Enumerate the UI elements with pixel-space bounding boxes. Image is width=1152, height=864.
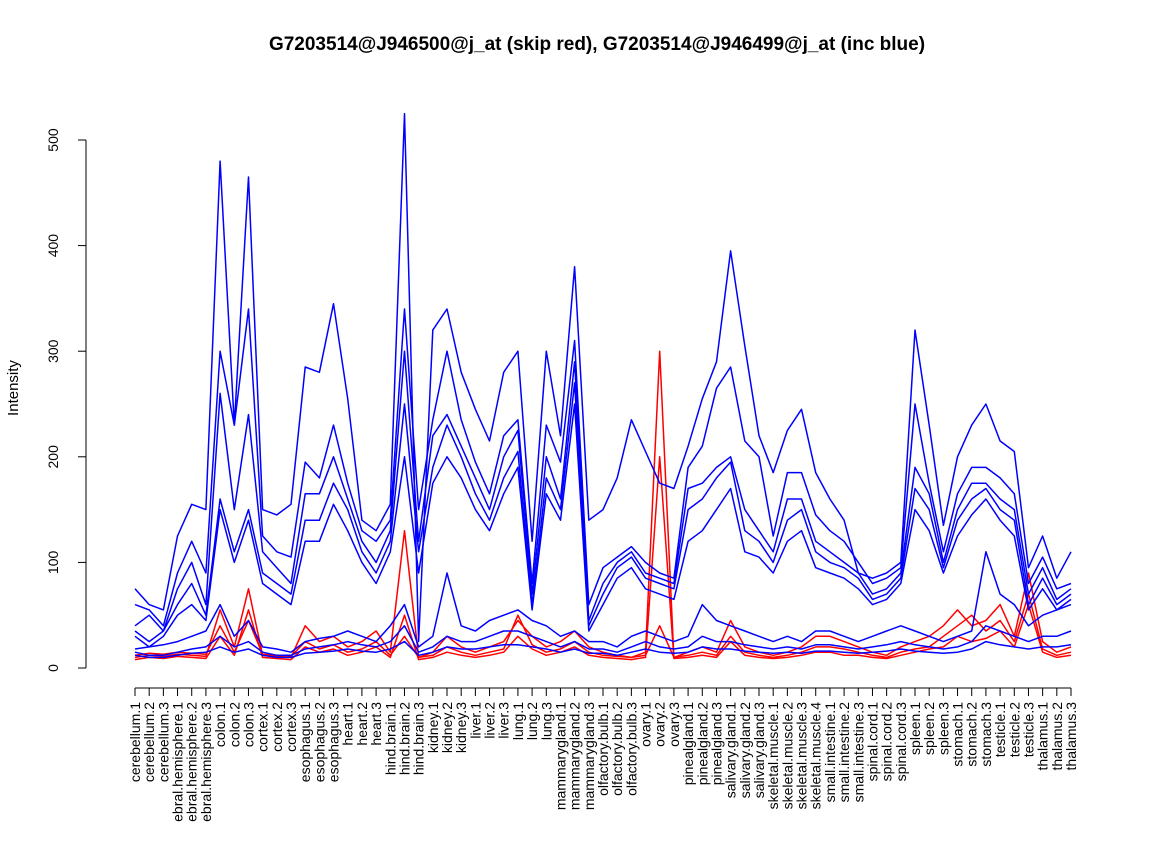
x-tick-label: cortex.3: [283, 702, 299, 752]
x-tick-label: kidney.1: [425, 702, 441, 753]
x-tick-label: esophagus.2: [311, 702, 327, 782]
x-tick-label: thalamus.1: [1035, 702, 1051, 771]
x-tick-label: olfactory.bulb.2: [609, 702, 625, 796]
x-tick-label: spleen.1: [907, 702, 923, 755]
series-line-inc-8: [134, 403, 1072, 648]
x-tick-label: lung.3: [538, 702, 554, 740]
x-tick-label: mammarygland.2: [567, 702, 583, 810]
x-tick-label: skeletal.muscle.4: [808, 702, 824, 810]
x-tick-label: heart.1: [340, 702, 356, 746]
axes: [78, 139, 1072, 696]
x-tick-label: hind.brain.1: [382, 702, 398, 775]
tick-labels: 0 100 200 300 400 500 cerebellum.1cerebellum.2…: [45, 128, 1079, 822]
x-tick-label: esophagus.1: [297, 702, 313, 782]
chart-title: G7203514@J946500@j_at (skip red), G72035…: [269, 34, 925, 55]
x-tick-label: olfactory.bulb.1: [595, 702, 611, 796]
x-tick-label: ebral.hemisphere.3: [198, 702, 214, 822]
x-tick-label: pinealgland.3: [708, 702, 724, 786]
x-tick-label: cortex.1: [255, 702, 271, 752]
x-tick-label: ovary.1: [638, 702, 654, 747]
x-tick-label: hind.brain.3: [411, 702, 427, 775]
x-tick-label: mammarygland.1: [552, 702, 568, 810]
x-tick-label: cortex.2: [269, 702, 285, 752]
series-line-inc-10: [134, 625, 1072, 657]
x-tick-label: salivary.gland.3: [751, 702, 767, 798]
y-tick-label: 400: [45, 234, 61, 258]
y-tick-label: 500: [45, 128, 61, 152]
series-line-inc-11: [134, 640, 1072, 659]
x-tick-label: stomach.2: [964, 702, 980, 767]
series-lines: [134, 112, 1072, 661]
x-tick-label: skeletal.muscle.3: [794, 702, 810, 810]
x-tick-label: small.intestine.3: [850, 702, 866, 803]
x-tick-label: colon.3: [240, 702, 256, 747]
y-axis-label: Intensity: [5, 360, 22, 416]
x-tick-label: cerebellum.2: [141, 702, 157, 782]
series-line-inc-6: [134, 350, 1072, 632]
x-tick-label: liver.1: [467, 702, 483, 739]
x-tick-label: skeletal.muscle.2: [779, 702, 795, 810]
x-tick-label: small.intestine.2: [836, 702, 852, 803]
y-tick-label: 300: [45, 339, 61, 363]
y-tick-label: 0: [45, 664, 61, 672]
x-tick-label: ebral.hemisphere.1: [170, 702, 186, 822]
series-line-inc-9: [134, 551, 1072, 653]
series-line-inc-7: [134, 382, 1072, 643]
x-tick-label: liver.3: [496, 702, 512, 739]
x-tick-label: salivary.gland.2: [737, 702, 753, 798]
series-line-skip-2: [134, 456, 1072, 661]
x-tick-label: spinal.cord.3: [893, 702, 909, 782]
x-tick-label: testicle.3: [1020, 702, 1036, 757]
x-tick-label: thalamus.2: [1049, 702, 1065, 771]
x-tick-label: pinealgland.1: [680, 702, 696, 786]
x-tick-label: colon.2: [226, 702, 242, 747]
x-tick-label: lung.2: [524, 702, 540, 740]
x-tick-label: spinal.cord.1: [864, 702, 880, 782]
x-tick-label: heart.2: [354, 702, 370, 746]
x-tick-label: ovary.2: [652, 702, 668, 747]
y-tick-label: 200: [45, 445, 61, 469]
x-tick-label: heart.3: [368, 702, 384, 746]
series-line-skip-3: [134, 593, 1072, 659]
y-tick-label: 100: [45, 551, 61, 575]
x-tick-label: ovary.3: [666, 702, 682, 747]
x-tick-label: cerebellum.1: [127, 702, 143, 782]
x-tick-label: kidney.3: [453, 702, 469, 753]
x-tick-label: colon.1: [212, 702, 228, 747]
x-tick-label: liver.2: [482, 702, 498, 739]
x-tick-label: stomach.1: [950, 702, 966, 767]
x-tick-label: hind.brain.2: [396, 702, 412, 775]
series-line-inc-5: [134, 308, 1072, 627]
x-tick-label: olfactory.bulb.3: [623, 702, 639, 796]
x-tick-label: skeletal.muscle.1: [765, 702, 781, 810]
x-tick-label: small.intestine.1: [822, 702, 838, 803]
x-tick-label: spleen.3: [935, 702, 951, 755]
series-line-inc-4: [134, 112, 1072, 643]
x-tick-label: spinal.cord.2: [879, 702, 895, 782]
x-tick-label: mammarygland.3: [581, 702, 597, 810]
x-tick-label: ebral.hemisphere.2: [184, 702, 200, 822]
x-tick-label: thalamus.3: [1063, 702, 1079, 771]
x-tick-label: kidney.2: [439, 702, 455, 753]
x-tick-label: esophagus.3: [326, 702, 342, 782]
x-tick-label: pinealgland.2: [694, 702, 710, 786]
x-tick-label: stomach.3: [978, 702, 994, 767]
x-tick-label: cerebellum.3: [155, 702, 171, 782]
x-tick-label: testicle.2: [1006, 702, 1022, 757]
series-line-skip-1: [134, 350, 1072, 659]
x-tick-label: lung.1: [510, 702, 526, 740]
x-tick-label: salivary.gland.1: [723, 702, 739, 798]
x-tick-label: spleen.2: [921, 702, 937, 755]
x-tick-label: testicle.1: [992, 702, 1008, 757]
